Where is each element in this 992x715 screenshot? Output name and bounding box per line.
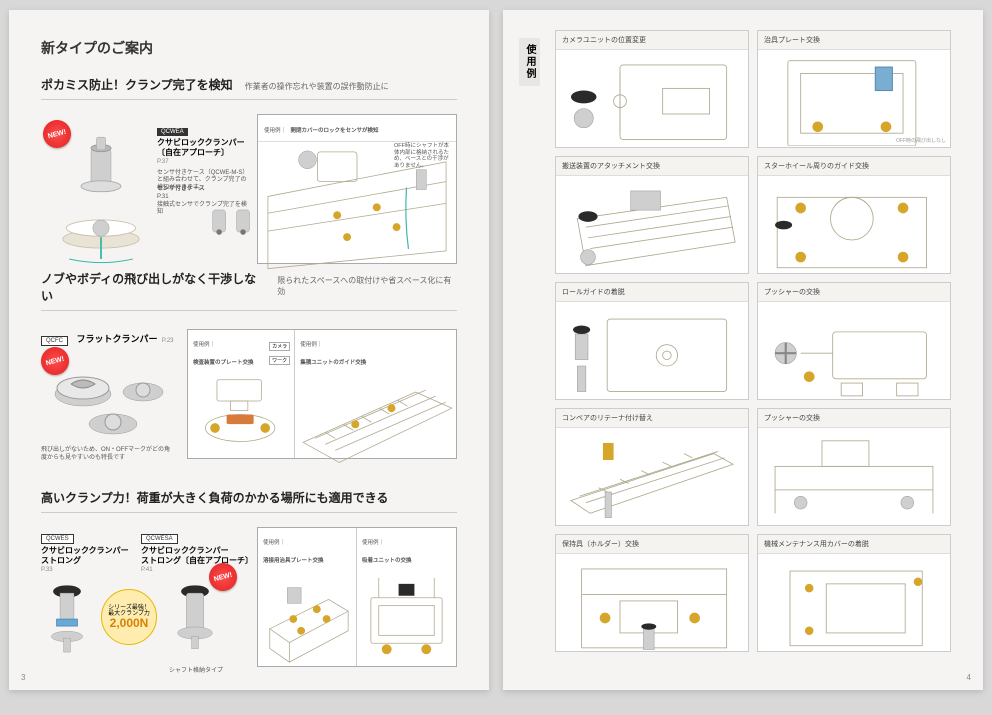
- example-note: OFF時の飛び出しなし: [896, 137, 946, 144]
- example-caption: コンベアのリテーナ付け替え: [556, 409, 748, 428]
- section2-headline: ノブやボディの飛び出しがなく干渉しない: [41, 270, 265, 304]
- strength-bubble: シリーズ最強！ 最大クランプ力 2,000N: [101, 589, 157, 645]
- example-caption: スターホイール周りのガイド交換: [758, 157, 950, 176]
- example-figure: [556, 50, 748, 146]
- section2-ex-label-b: 使用例｜: [300, 342, 322, 348]
- product1-ref: P.37: [157, 159, 251, 167]
- example-figure: [556, 302, 748, 398]
- example-caption: プッシャーの交換: [758, 409, 950, 428]
- example-cell: プッシャーの交換: [757, 408, 951, 526]
- section1-example-label: 使用例｜: [264, 128, 286, 134]
- usage-examples-grid: カメラユニットの位置変更治具プレート交換 OFF時の飛び出しなし搬送装置のアタッチ…: [555, 30, 951, 652]
- product3a-tag: QCWES: [41, 534, 74, 544]
- example-caption: プッシャーの交換: [758, 283, 950, 302]
- example-caption: 搬送装置のアタッチメント交換: [556, 157, 748, 176]
- right-page-title: 使用例: [519, 38, 540, 86]
- example-figure: [758, 428, 950, 524]
- example-figure: [758, 554, 950, 650]
- example-cell: 機械メンテナンス用カバーの着脱: [757, 534, 951, 652]
- section3-ex-label-a: 使用例｜: [263, 540, 285, 546]
- section3-fig-a: [258, 570, 356, 668]
- section2-sub: 限られたスペースへの取付けや省スペース化に有効: [277, 275, 457, 297]
- left-page-title: 新タイプのご案内: [41, 38, 457, 58]
- section3-ex-a: 溶接用治具プレート交換: [263, 558, 324, 564]
- section3-ex-b: 吸着ユニットの交換: [362, 558, 412, 564]
- section2-fig-a: [188, 372, 294, 469]
- product3a-name: クサビロッククランパー ストロング: [41, 546, 131, 567]
- example-caption: 治具プレート交換: [758, 31, 950, 50]
- example-cell: コンベアのリテーナ付け替え: [555, 408, 749, 526]
- section1-headline: ポカミス防止！クランプ完了を検知: [41, 76, 233, 93]
- section2-head: ノブやボディの飛び出しがなく干渉しない 限られたスペースへの取付けや省スペース化…: [41, 270, 457, 311]
- section2-ex-b: 集積ユニットのガイド交換: [300, 360, 366, 366]
- product1-illustration: [51, 114, 151, 264]
- example-cell: プッシャーの交換: [757, 282, 951, 400]
- example-cell: 保持具（ホルダー）交換: [555, 534, 749, 652]
- callout1a-title: センサ付きケース: [157, 186, 251, 194]
- shaft-label: シャフト格納タイプ: [141, 668, 251, 676]
- example-figure: [758, 176, 950, 272]
- section3-head: 高いクランプ力！荷重が大きく負荷のかかる場所にも適用できる: [41, 489, 457, 513]
- product2-name: フラットクランパー: [76, 334, 157, 344]
- section2-fig-b: [295, 372, 456, 472]
- product2-tag: QCFC: [41, 336, 68, 346]
- label-work: ワーク: [269, 356, 290, 365]
- example-cell: スターホイール周りのガイド交換: [757, 156, 951, 274]
- example-cell: 治具プレート交換 OFF時の飛び出しなし: [757, 30, 951, 148]
- example-cell: ロールガイドの着脱: [555, 282, 749, 400]
- sensor-icon: [209, 204, 255, 238]
- section3-headline: 高いクランプ力！荷重が大きく負荷のかかる場所にも適用できる: [41, 489, 388, 506]
- product3a-ref: P.33: [41, 567, 131, 575]
- page-left: 新タイプのご案内 ポカミス防止！クランプ完了を検知 作業者の操作忘れや装置の誤作…: [9, 10, 489, 690]
- example-figure: [556, 428, 748, 524]
- section3-ex-label-b: 使用例｜: [362, 540, 384, 546]
- product3b-illustration: [169, 579, 221, 661]
- section1-example-text: 開閉カバーのロックをセンサが検知: [290, 128, 378, 134]
- product1-tag: QCWEA: [157, 128, 188, 136]
- page-right: 使用例 カメラユニットの位置変更治具プレート交換 OFF時の飛び出しなし搬送装置の…: [503, 10, 983, 690]
- page-number-left: 3: [21, 673, 25, 682]
- section1-body: NEW! QCWEA クサビロッククランパー 〔自在アプローチ〕 P.37 セン…: [41, 110, 457, 270]
- section1-sub: 作業者の操作忘れや装置の誤作動防止に: [245, 81, 389, 92]
- page-number-right: 4: [967, 673, 971, 682]
- product3b-name: クサビロッククランパー ストロング〔自在アプローチ〕: [141, 546, 251, 567]
- example-figure: [556, 554, 748, 650]
- product3a-illustration: [41, 579, 93, 661]
- callout1a-ref: P.31: [157, 194, 251, 202]
- example-figure: [758, 50, 950, 146]
- example-caption: ロールガイドの着脱: [556, 283, 748, 302]
- section2-ex-label-a: 使用例｜: [193, 342, 215, 348]
- bubble-value: 2,000N: [110, 617, 149, 629]
- section3-fig-b: [357, 570, 456, 669]
- section1-callout-b: OFF時にシャフトが本体内部に格納されるため、ベースとの干渉がありません。: [394, 143, 452, 169]
- product1-name: クサビロッククランパー 〔自在アプローチ〕: [157, 138, 251, 159]
- section2-ex-a: 検査装置のプレート交換: [193, 360, 254, 366]
- example-caption: 保持具（ホルダー）交換: [556, 535, 748, 554]
- product2-ref: P.23: [162, 338, 174, 344]
- section2-body: QCFC フラットクランパー P.23 NEW! 飛び出しがないため、ON・OF…: [41, 329, 457, 489]
- example-cell: カメラユニットの位置変更: [555, 30, 749, 148]
- example-figure: [556, 176, 748, 272]
- example-figure: [758, 302, 950, 398]
- label-camera: カメラ: [269, 342, 290, 351]
- section3-body: QCWES クサビロッククランパー ストロング P.33 QCWESA クサビロ…: [41, 527, 457, 697]
- example-cell: 搬送装置のアタッチメント交換: [555, 156, 749, 274]
- example-caption: カメラユニットの位置変更: [556, 31, 748, 50]
- product3b-tag: QCWESA: [141, 534, 178, 544]
- example-caption: 機械メンテナンス用カバーの着脱: [758, 535, 950, 554]
- section1-head: ポカミス防止！クランプ完了を検知 作業者の操作忘れや装置の誤作動防止に: [41, 76, 457, 100]
- product2-desc: 飛び出しがないため、ON・OFFマークがどの角度からも見やすいのも特長です: [41, 447, 171, 463]
- catalog-spread: 新タイプのご案内 ポカミス防止！クランプ完了を検知 作業者の操作忘れや装置の誤作…: [9, 10, 983, 690]
